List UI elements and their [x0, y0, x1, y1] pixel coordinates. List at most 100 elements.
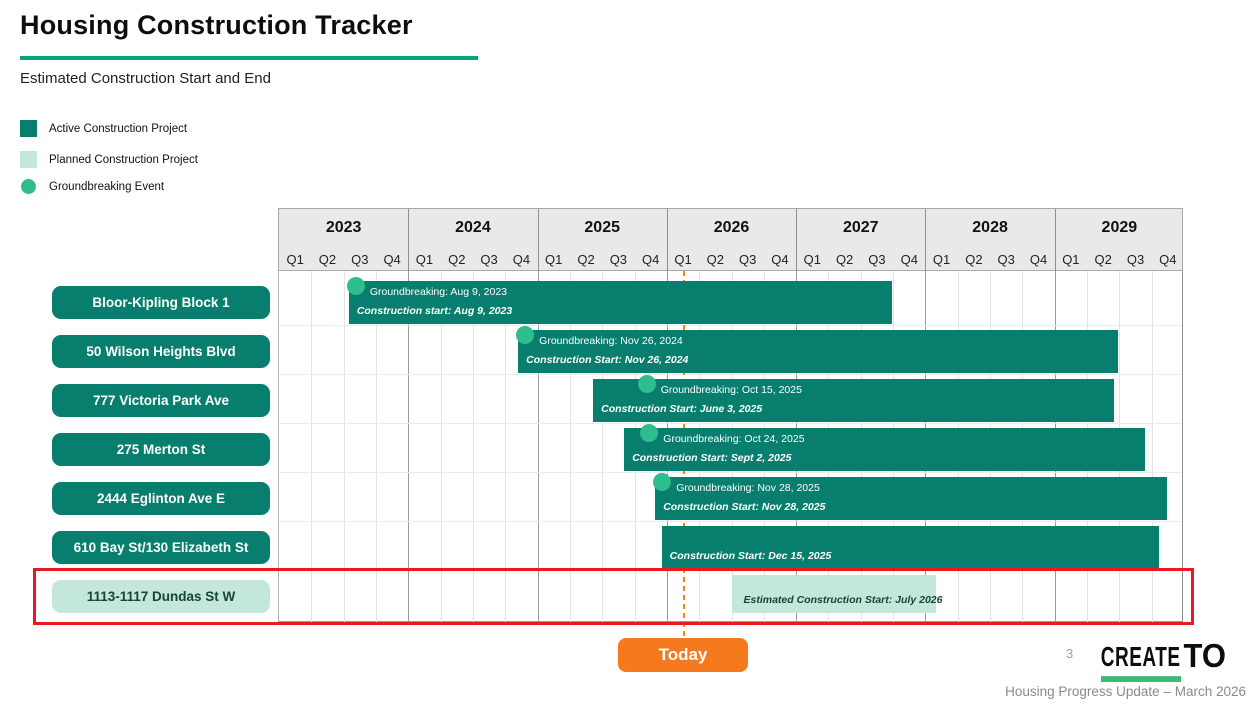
quarter-header: Q4 [771, 251, 789, 267]
quarter-header: Q3 [1126, 251, 1145, 267]
quarter-header: Q3 [997, 251, 1015, 267]
today-button[interactable]: Today [618, 638, 748, 672]
gantt-chart: 2023 Q1 Q2 Q3 Q4 2024 Q1 Q2 Q3 Q4 2025 Q1 Q2 Q3 Q4 2026… [278, 208, 1183, 622]
row-separator [279, 374, 1182, 375]
quarter-header: Q4 [1029, 251, 1048, 267]
groundbreaking-icon [640, 424, 659, 442]
construction-start-text: Estimated Construction Start: July 2026 [743, 594, 943, 606]
gridline [311, 271, 313, 622]
quarter-header: Q3 [351, 251, 369, 267]
year-header-2025: 2025 [584, 219, 620, 236]
legend-label: Planned Construction Project [49, 153, 198, 166]
gantt-bar: Construction Start: Dec 15, 2025 [661, 526, 1160, 569]
planned-project-swatch-icon [20, 151, 37, 168]
groundbreaking-swatch-icon [21, 179, 36, 194]
quarter-header: Q1 [803, 251, 821, 267]
gridline [1151, 271, 1153, 622]
groundbreaking-text: Groundbreaking: Nov 26, 2024 [539, 335, 683, 347]
year-header-2028: 2028 [972, 219, 1008, 236]
groundbreaking-text: Groundbreaking: Oct 15, 2025 [660, 384, 802, 396]
year-header-2024: 2024 [455, 219, 491, 236]
quarter-header: Q2 [965, 251, 983, 267]
quarter-header: Q4 [383, 251, 401, 267]
year-header-2026: 2026 [713, 219, 750, 236]
gantt-bar: Groundbreaking: Nov 26, 2024 Construction… [518, 330, 1119, 373]
quarter-header: Q2 [1094, 251, 1112, 267]
gridline [343, 271, 345, 622]
groundbreaking-text: Groundbreaking: Oct 24, 2025 [663, 433, 805, 445]
construction-start-text: Construction Start: Sept 2, 2025 [632, 452, 792, 464]
construction-start-text: Construction Start: June 3, 2025 [601, 403, 763, 415]
quarter-header: Q3 [609, 251, 628, 267]
page-subtitle: Estimated Construction Start and End [20, 70, 271, 87]
gantt-body: Groundbreaking: Aug 9, 2023 Construction … [278, 271, 1183, 622]
quarter-header: Q4 [1159, 251, 1177, 267]
logo-create-text: CREATE [1100, 637, 1181, 682]
quarter-header: Q2 [706, 251, 724, 267]
quarter-header: Q1 [932, 251, 951, 267]
row-separator [279, 570, 1182, 571]
legend-item-planned: Planned Construction Project [20, 151, 198, 168]
quarter-header: Q2 [448, 251, 466, 267]
footer-caption: Housing Progress Update – March 2026 [1005, 684, 1246, 699]
row-separator [279, 423, 1182, 424]
project-label-pill: Bloor-Kipling Block 1 [52, 286, 270, 319]
groundbreaking-icon [653, 473, 672, 491]
quarter-header: Q1 [545, 251, 563, 267]
row-separator [279, 472, 1182, 473]
construction-start-text: Construction Start: Nov 26, 2024 [526, 354, 689, 366]
gridline [375, 271, 377, 622]
quarter-header: Q2 [835, 251, 854, 267]
groundbreaking-icon [637, 375, 656, 393]
quarter-header: Q3 [738, 251, 757, 267]
project-label-pill: 1113-1117 Dundas St W [52, 580, 270, 613]
year-header-2027: 2027 [842, 219, 879, 236]
project-label-pill: 610 Bay St/130 Elizabeth St [52, 531, 270, 564]
year-separator [796, 209, 798, 272]
project-label-pill: 275 Merton St [52, 433, 270, 466]
gridline [408, 271, 410, 622]
logo-to-text: TO [1183, 637, 1227, 675]
year-separator [666, 209, 668, 272]
quarter-header: Q1 [674, 251, 692, 267]
construction-start-text: Construction Start: Dec 15, 2025 [669, 550, 832, 562]
gridline [440, 271, 442, 622]
construction-start-text: Construction start: Aug 9, 2023 [356, 305, 513, 317]
quarter-header: Q1 [415, 251, 434, 267]
quarter-header: Q4 [900, 251, 918, 267]
project-label-pill: 777 Victoria Park Ave [52, 384, 270, 417]
project-label-pill: 2444 Eglinton Ave E [52, 482, 270, 515]
gridline [505, 271, 507, 622]
gridline [602, 271, 604, 622]
groundbreaking-icon [346, 277, 365, 295]
year-separator [537, 209, 539, 272]
timeline-header: 2023 Q1 Q2 Q3 Q4 2024 Q1 Q2 Q3 Q4 2025 Q1 Q2 Q3 Q4 2026… [278, 208, 1183, 272]
year-header-2029: 2029 [1101, 219, 1138, 236]
gantt-bar: Groundbreaking: Oct 15, 2025 Construction… [593, 379, 1115, 422]
legend-item-groundbreaking: Groundbreaking Event [20, 179, 164, 194]
quarter-header: Q1 [286, 251, 304, 267]
title-underline [20, 56, 478, 60]
groundbreaking-icon [516, 326, 535, 344]
quarter-header: Q1 [1062, 251, 1080, 267]
active-project-swatch-icon [20, 120, 37, 137]
quarter-header: Q2 [318, 251, 337, 267]
gridline [569, 271, 571, 622]
year-separator [925, 209, 927, 272]
row-separator [279, 325, 1182, 326]
project-label-pill: 50 Wilson Heights Blvd [52, 335, 270, 368]
gantt-bar: Groundbreaking: Aug 9, 2023 Construction … [348, 281, 892, 324]
legend-label: Active Construction Project [49, 122, 188, 135]
gantt-bar: Groundbreaking: Nov 28, 2025 Construction… [655, 477, 1168, 520]
quarter-header: Q3 [480, 251, 498, 267]
quarter-header: Q2 [577, 251, 595, 267]
quarter-header: Q4 [642, 251, 660, 267]
quarter-header: Q3 [868, 251, 886, 267]
year-separator [408, 209, 410, 272]
gridline [472, 271, 474, 622]
gantt-bar: Groundbreaking: Oct 24, 2025 Construction… [624, 428, 1146, 471]
gantt-bar: Estimated Construction Start: July 2026 [731, 575, 942, 613]
year-header-2023: 2023 [325, 219, 362, 236]
page-number: 3 [1066, 646, 1074, 661]
